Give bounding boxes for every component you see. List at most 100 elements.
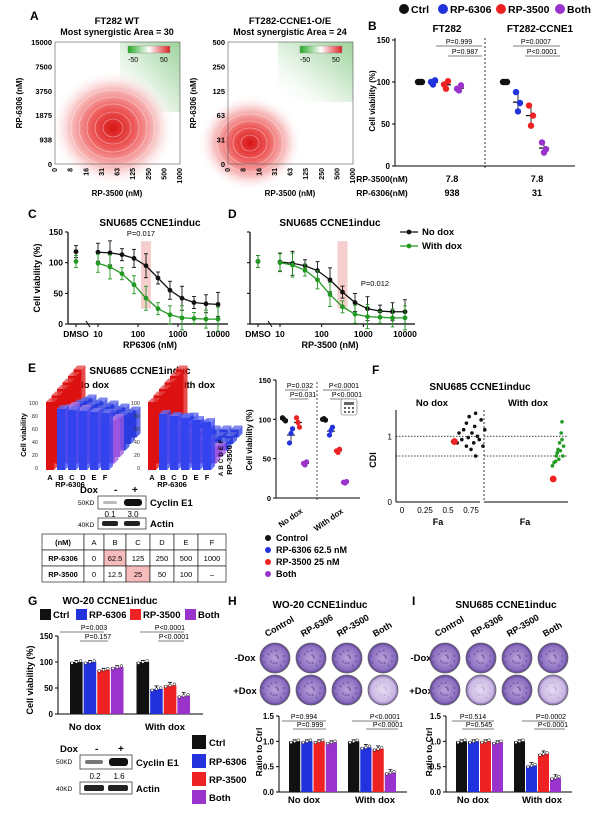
xtick-label: 100 [315,329,329,339]
top-legend: Ctrl RP-6306 RP-3500 Both [399,4,591,16]
e-dot [286,440,293,446]
colony [545,653,548,656]
colony [335,693,338,696]
panel-a-right-title: FT282-CCNE1-O/E [249,16,331,27]
data-point [203,316,209,322]
e-dot-tick-label: 0 [267,494,271,503]
panel-b-pval-left-2: P=0.987 [452,49,478,56]
a-ytick: 125 [212,87,225,96]
data-point [402,315,408,321]
colony [339,685,342,688]
colony [476,660,479,663]
colony [319,654,322,657]
replicate [305,739,309,743]
data-point [352,300,358,305]
panel-f: F SNU685 CCNE1induc No dox With dox CDI … [368,363,568,527]
bar-top-fill [219,425,232,430]
f-ytick: 0 [388,498,393,507]
ytick-label: 1.5 [263,712,275,721]
bar-top-fill [57,385,69,389]
replicate [145,659,149,663]
e-dot [295,419,301,426]
colony [555,689,557,691]
colony [468,654,471,657]
panel-b-ylabel: Cell viability (%) [368,70,377,132]
colony [557,664,560,667]
bar-top-fill [159,410,171,414]
replicate [388,771,393,775]
bar-side [131,409,135,444]
colony [561,692,564,695]
colony [445,686,448,689]
data-point [73,249,79,255]
e-dot [282,418,289,424]
colony [319,692,322,695]
panel-e-dot-pval-3: P<0.0001 [329,383,359,390]
replicate [92,659,96,663]
panel-e-blot-dox: Dox [80,485,99,496]
panel-b-row1-label: RP-3500(nM) [356,174,408,184]
colony [275,686,278,689]
b-dot [527,122,535,129]
data-point [327,277,333,283]
colony [453,692,456,695]
panel-a-left-subtitle: Most synergistic Area = 30 [60,27,173,37]
colony [440,650,443,653]
panel-g-blot-plus: + [118,744,124,755]
f-point-withdox [553,459,558,464]
colony [378,682,381,685]
colony [298,686,301,689]
colony [489,686,492,689]
data-point [203,301,209,307]
data-point [290,262,295,268]
colony [440,692,443,695]
colony [383,686,386,689]
panel-g: G WO-20 CCNE1induc Ctrl RP-6306 RP-3500 … [25,594,220,795]
colony [476,682,479,685]
table-cell-text: 125 [132,554,145,563]
replicate [292,739,297,743]
colony [557,696,560,699]
colony [453,654,456,657]
colony [299,693,302,696]
panel-h-pval-left-1: P=0.994 [291,714,317,721]
dish-col-head: Both [371,620,394,639]
b-dot [516,99,524,107]
bar [348,741,360,792]
colony [525,660,528,663]
bar-top-fill [170,412,182,416]
colony [339,653,342,656]
colony [378,650,381,653]
colony [476,692,479,695]
bar [301,741,313,792]
a-xtick: 8 [241,168,248,172]
dish-col-head: RP-6306 [469,612,505,638]
colony [550,662,553,665]
panel-f-xlabel-right: Fa [520,517,531,527]
bar-top-fill [62,378,75,383]
colony [319,660,322,663]
panel-h-legend: Ctrl RP-6306 RP-3500 Both [192,735,247,804]
table-cell-text: D [159,538,165,547]
colony [440,682,443,685]
e-depth-letter: A [219,471,225,476]
colony [277,657,279,659]
panel-i-row-minus: -Dox [410,653,432,664]
replicate [459,739,464,743]
colony [437,653,440,656]
panel-d-plot: DMSO 10 100 1000 10000 [245,231,417,339]
colony [447,657,449,659]
z-tick: 100 [131,401,140,407]
legend-ctrl-swatch [399,4,409,14]
colony [517,693,520,696]
a-xtick: 500 [161,168,168,180]
colony [512,650,515,653]
a-ytick: 15000 [31,38,52,47]
bar [526,765,537,792]
bar [456,741,467,792]
replicate [308,738,313,742]
colony [319,686,322,689]
panel-b-row2-label: RP-6306(nM) [356,188,408,198]
colony [371,661,374,664]
replicate [487,738,491,742]
